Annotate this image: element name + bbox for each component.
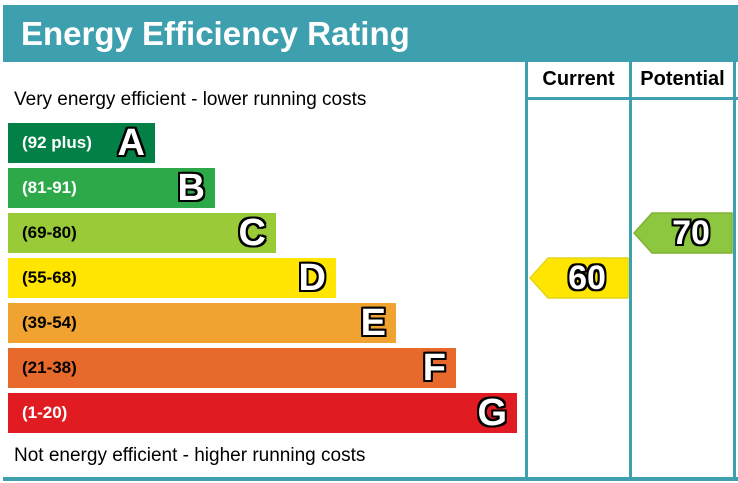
page-title-bar: Energy Efficiency Rating bbox=[3, 5, 738, 62]
table-divider-right bbox=[733, 62, 736, 481]
band-b-letter: B bbox=[177, 167, 205, 209]
table-divider-left bbox=[525, 62, 528, 481]
column-header-current: Current bbox=[542, 68, 615, 90]
band-c-range: (69-80) bbox=[22, 223, 77, 242]
band-f: (21-38) F bbox=[8, 348, 456, 388]
column-header-potential: Potential bbox=[640, 68, 725, 90]
current-rating-arrow: 60 bbox=[529, 257, 629, 299]
band-a-range: (92 plus) bbox=[22, 133, 92, 152]
band-c: (69-80) C bbox=[8, 213, 276, 253]
band-g-range: (1-20) bbox=[22, 403, 68, 422]
potential-arrow-shape bbox=[633, 212, 733, 254]
table-bottom-border bbox=[3, 477, 738, 481]
band-g-letter: G bbox=[477, 392, 507, 434]
band-f-range: (21-38) bbox=[22, 358, 77, 377]
potential-arrow-polygon bbox=[633, 212, 733, 254]
band-a: (92 plus) A bbox=[8, 123, 155, 163]
rating-bands: (92 plus) A (81-91) B (69-80) C (55-68) … bbox=[8, 123, 517, 438]
current-rating-value: 60 bbox=[568, 259, 606, 297]
table-divider-middle bbox=[629, 62, 632, 481]
band-d-letter: D bbox=[298, 257, 326, 299]
note-not-efficient: Not energy efficient - higher running co… bbox=[14, 445, 366, 466]
band-d-range: (55-68) bbox=[22, 268, 77, 287]
band-b: (81-91) B bbox=[8, 168, 215, 208]
band-e: (39-54) E bbox=[8, 303, 396, 343]
band-e-letter: E bbox=[360, 302, 386, 344]
band-b-range: (81-91) bbox=[22, 178, 77, 197]
page-title: Energy Efficiency Rating bbox=[21, 14, 410, 52]
band-a-letter: A bbox=[117, 122, 145, 164]
band-c-letter: C bbox=[238, 212, 266, 254]
potential-rating-value: 70 bbox=[672, 214, 710, 252]
band-g: (1-20) G bbox=[8, 393, 517, 433]
band-f-letter: F bbox=[422, 347, 446, 389]
band-d: (55-68) D bbox=[8, 258, 336, 298]
potential-rating-arrow: 70 bbox=[633, 212, 733, 254]
note-very-efficient: Very energy efficient - lower running co… bbox=[14, 89, 367, 110]
current-arrow-polygon bbox=[529, 257, 629, 299]
band-e-range: (39-54) bbox=[22, 313, 77, 332]
current-arrow-shape bbox=[529, 257, 629, 299]
header-underline bbox=[525, 97, 738, 100]
